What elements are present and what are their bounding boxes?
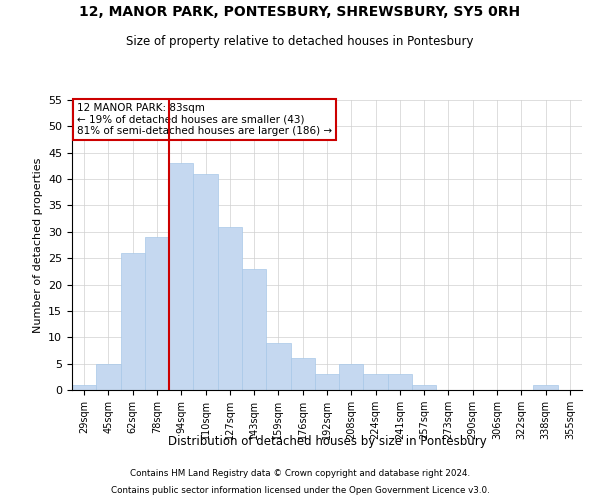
Bar <box>364 374 388 390</box>
Text: Distribution of detached houses by size in Pontesbury: Distribution of detached houses by size … <box>167 435 487 448</box>
Bar <box>315 374 339 390</box>
Text: Size of property relative to detached houses in Pontesbury: Size of property relative to detached ho… <box>126 35 474 48</box>
Text: 12 MANOR PARK: 83sqm
← 19% of detached houses are smaller (43)
81% of semi-detac: 12 MANOR PARK: 83sqm ← 19% of detached h… <box>77 103 332 136</box>
Bar <box>218 226 242 390</box>
Bar <box>388 374 412 390</box>
Bar <box>412 384 436 390</box>
Bar <box>121 253 145 390</box>
Bar <box>72 384 96 390</box>
Text: Contains public sector information licensed under the Open Government Licence v3: Contains public sector information licen… <box>110 486 490 495</box>
Bar <box>339 364 364 390</box>
Text: Contains HM Land Registry data © Crown copyright and database right 2024.: Contains HM Land Registry data © Crown c… <box>130 468 470 477</box>
Text: 12, MANOR PARK, PONTESBURY, SHREWSBURY, SY5 0RH: 12, MANOR PARK, PONTESBURY, SHREWSBURY, … <box>79 5 521 19</box>
Y-axis label: Number of detached properties: Number of detached properties <box>32 158 43 332</box>
Bar <box>290 358 315 390</box>
Bar <box>242 268 266 390</box>
Bar <box>96 364 121 390</box>
Bar <box>266 342 290 390</box>
Bar <box>169 164 193 390</box>
Bar <box>193 174 218 390</box>
Bar <box>533 384 558 390</box>
Bar <box>145 237 169 390</box>
